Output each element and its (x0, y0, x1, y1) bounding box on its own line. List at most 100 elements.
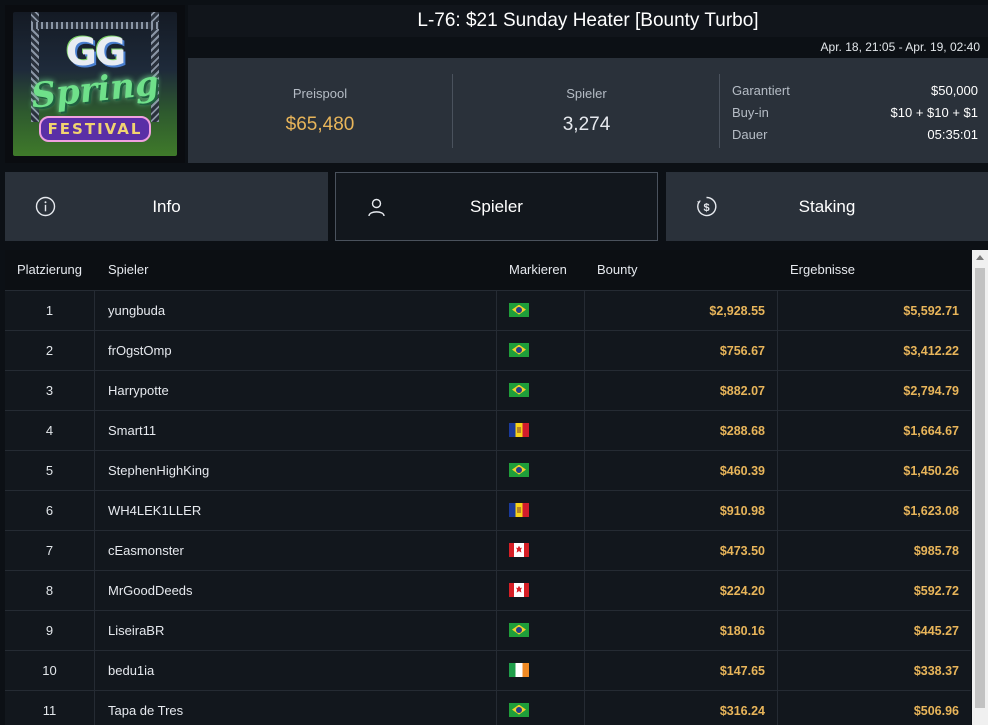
cell-placement: 9 (5, 611, 95, 650)
cell-bounty: $2,928.55 (585, 291, 778, 330)
cell-result: $985.78 (913, 544, 959, 558)
flag-ca-icon (509, 542, 529, 557)
table-row[interactable]: 1 yungbuda $2,928.55 $5,592.71 (5, 290, 971, 330)
cell-bounty: $460.39 (585, 451, 778, 490)
cell-player: frOgstOmp (95, 331, 497, 370)
flag-ie-icon (509, 662, 529, 677)
cell-flag (497, 331, 585, 370)
cell-result: $5,592.71 (903, 304, 959, 318)
tab-players[interactable]: Spieler (335, 172, 658, 241)
header-flag[interactable]: Markieren (509, 262, 567, 277)
flag-br-icon (509, 342, 529, 357)
cell-player: cEasmonster (95, 531, 497, 570)
cell-bounty: $224.20 (585, 571, 778, 610)
prize-pool-value: $65,480 (285, 114, 355, 135)
table-row[interactable]: 8 MrGoodDeeds $224.20 $592.72 (5, 570, 971, 610)
meta-key: Buy-in (732, 105, 769, 120)
cell-player: WH4LEK1LLER (95, 491, 497, 530)
cell-player: Smart11 (95, 411, 497, 450)
header-player[interactable]: Spieler (108, 262, 149, 277)
stats-divider (719, 74, 720, 148)
cell-flag (497, 491, 585, 530)
table-row[interactable]: 9 LiseiraBR $180.16 $445.27 (5, 610, 971, 650)
cell-bounty: $147.65 (585, 651, 778, 690)
logo-truss-left (31, 12, 39, 122)
cell-player: StephenHighKing (95, 451, 497, 490)
table-scrollbar[interactable] (972, 250, 988, 725)
cell-placement: 6 (5, 491, 95, 530)
cell-result: $2,794.79 (903, 384, 959, 398)
meta-value: $10 + $10 + $1 (890, 105, 978, 120)
cell-player: bedu1ia (95, 651, 497, 690)
players-value: 3,274 (562, 114, 611, 135)
players-label: Spieler (566, 86, 607, 101)
cell-bounty: $288.68 (585, 411, 778, 450)
cell-bounty: $910.98 (585, 491, 778, 530)
stats-divider (452, 74, 453, 148)
table-row[interactable]: 3 Harrypotte $882.07 $2,794.79 (5, 370, 971, 410)
flag-ca-icon (509, 582, 529, 597)
cell-flag (497, 531, 585, 570)
cell-placement: 5 (5, 451, 95, 490)
cell-placement: 7 (5, 531, 95, 570)
event-logo: GG Spring FESTIVAL (5, 5, 185, 163)
cell-flag (497, 371, 585, 410)
cell-result: $1,623.08 (903, 504, 959, 518)
cell-bounty: $756.67 (585, 331, 778, 370)
flag-br-icon (509, 702, 529, 717)
svg-text:$: $ (703, 202, 709, 214)
meta-key: Dauer (732, 127, 768, 142)
logo-artwork: GG Spring FESTIVAL (13, 12, 177, 156)
flag-br-icon (509, 622, 529, 637)
cell-result: $3,412.22 (903, 344, 959, 358)
tab-staking-label: Staking (798, 196, 856, 216)
cell-placement: 3 (5, 371, 95, 410)
scroll-thumb[interactable] (975, 268, 985, 708)
table-row[interactable]: 5 StephenHighKing $460.39 $1,450.26 (5, 450, 971, 490)
tournament-stats-panel: Preispool $65,480 Spieler 3,274 Garantie… (188, 58, 988, 163)
cell-bounty: $180.16 (585, 611, 778, 650)
header-placement[interactable]: Platzierung (16, 262, 83, 277)
cell-player: LiseiraBR (95, 611, 497, 650)
cell-result: $338.37 (913, 664, 959, 678)
tab-info[interactable]: Info (5, 172, 328, 241)
cell-result: $1,664.67 (903, 424, 959, 438)
table-row[interactable]: 4 Smart11 $288.68 $1,664.67 (5, 410, 971, 450)
cell-placement: 8 (5, 571, 95, 610)
user-icon (368, 198, 385, 217)
flag-ad-icon (509, 422, 529, 437)
cell-placement: 1 (5, 291, 95, 330)
meta-row-duration: Dauer 05:35:01 (732, 124, 978, 146)
meta-key: Garantiert (732, 83, 790, 98)
table-row[interactable]: 7 cEasmonster $473.50 $985.78 (5, 530, 971, 570)
meta-value: 05:35:01 (927, 127, 978, 142)
cell-bounty: $316.24 (585, 691, 778, 725)
cell-flag (497, 571, 585, 610)
cell-placement: 10 (5, 651, 95, 690)
tournament-date-range: Apr. 18, 21:05 - Apr. 19, 02:40 (188, 37, 988, 57)
meta-row-guaranteed: Garantiert $50,000 (732, 80, 978, 102)
tab-info-label: Info (152, 196, 181, 216)
cell-flag (497, 291, 585, 330)
logo-festival-text: FESTIVAL (39, 116, 151, 142)
tournament-meta: Garantiert $50,000 Buy-in $10 + $10 + $1… (732, 80, 978, 146)
tab-staking[interactable]: $ Staking (666, 172, 988, 241)
cell-player: Tapa de Tres (95, 691, 497, 725)
scroll-up-arrow-icon[interactable] (972, 250, 988, 266)
cell-player: MrGoodDeeds (95, 571, 497, 610)
table-row[interactable]: 2 frOgstOmp $756.67 $3,412.22 (5, 330, 971, 370)
cell-result: $1,450.26 (903, 464, 959, 478)
table-row[interactable]: 6 WH4LEK1LLER $910.98 $1,623.08 (5, 490, 971, 530)
cell-result: $506.96 (913, 704, 959, 718)
prize-pool-label: Preispool (292, 86, 348, 101)
cell-flag (497, 451, 585, 490)
prize-pool-stat: Preispool $65,480 (188, 58, 452, 163)
cell-flag (497, 611, 585, 650)
header-results[interactable]: Ergebnisse (790, 262, 856, 277)
table-row[interactable]: 11 Tapa de Tres $316.24 $506.96 (5, 690, 971, 725)
cell-player: Harrypotte (95, 371, 497, 410)
table-row[interactable]: 10 bedu1ia $147.65 $338.37 (5, 650, 971, 690)
flag-br-icon (509, 302, 529, 317)
header-bounty[interactable]: Bounty (597, 262, 638, 277)
meta-row-buy-in: Buy-in $10 + $10 + $1 (732, 102, 978, 124)
